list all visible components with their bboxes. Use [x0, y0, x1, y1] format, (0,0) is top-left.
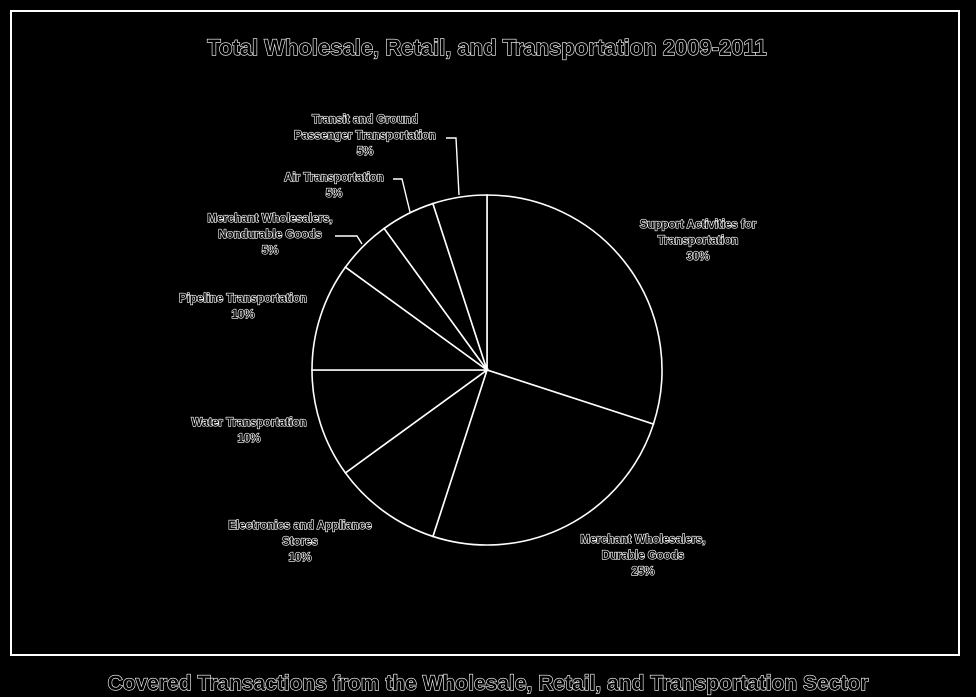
- pie-slice: [431, 368, 655, 546]
- pie-slices: [311, 194, 663, 546]
- footer-caption: Covered Transactions from the Wholesale,…: [108, 672, 869, 695]
- pie-slice: [431, 194, 488, 371]
- slice-labels: Support Activities for Transportation 30% M…: [178, 113, 757, 578]
- slice-label: Transit and Ground Passenger Transportati…: [294, 114, 436, 158]
- slice-label: Support Activities for Transportation 30%: [640, 219, 757, 263]
- pie-slice: [344, 367, 489, 538]
- leader-line: [446, 137, 460, 196]
- leader-line: [335, 235, 363, 245]
- slice-label: Air Transportation 5%: [284, 172, 384, 200]
- leader-line: [393, 178, 411, 213]
- slice-label: Merchant Wholesalers, Nondurable Goods 5%: [207, 213, 332, 257]
- slice-label: Pipeline Transportation 10%: [179, 293, 307, 321]
- pie-slice: [311, 369, 490, 474]
- pie-slice: [486, 194, 663, 426]
- slice-label: Electronics and Appliance Stores 10%: [228, 520, 371, 564]
- leader-lines: [335, 137, 460, 245]
- chart-title: Total Wholesale, Retail, and Transportat…: [207, 35, 767, 60]
- pie-slice: [311, 266, 490, 371]
- slice-label: Merchant Wholesalers, Durable Goods 25%: [580, 534, 705, 578]
- slice-label: Water Transportation 10%: [191, 417, 306, 445]
- chart-frame: [10, 10, 960, 656]
